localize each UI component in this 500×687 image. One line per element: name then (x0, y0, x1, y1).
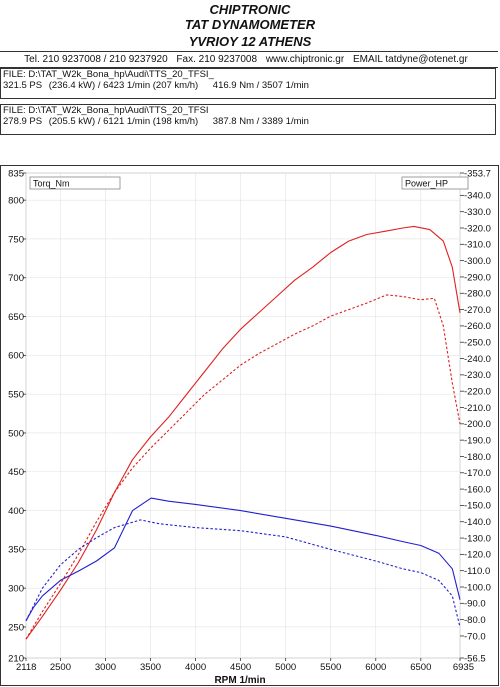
right-axis-ticks: -353.7 -340.0 -330.0 -320.0 -310.0 -300.0 -290… (460, 168, 491, 664)
power-details: (236.4 kW) / 6423 1/min (207 km/h) (48, 80, 199, 91)
left-tick-label: 650 (8, 312, 24, 323)
left-tick-label: 210 (8, 653, 24, 664)
file-path: FILE: D:\TAT_W2k_Bona_hp\Audi\TTS_20_TFS… (3, 69, 214, 80)
file-path: FILE: D:\TAT_W2k_Bona_hp\Audi\TTS_20_TFS… (3, 105, 209, 116)
x-tick-label: 5000 (275, 662, 296, 673)
chart-grid (25, 172, 461, 659)
file-info-stock: FILE: D:\TAT_W2k_Bona_hp\Audi\TTS_20_TFS… (0, 104, 496, 135)
right-tick-label: -220.0 (464, 386, 491, 397)
right-tick-label: -250.0 (464, 338, 491, 349)
right-tick-label: -180.0 (464, 452, 491, 463)
x-tick-label: 4500 (230, 662, 251, 673)
x-tick-label: 3500 (140, 662, 161, 673)
report-header: CHIPTRONIC TAT DYNAMOMETER YVRIOY 12 ATH… (0, 0, 500, 68)
right-tick-label: -90.0 (464, 599, 486, 610)
max-torque: 416.9 Nm / 3507 1/min (212, 80, 309, 91)
right-tick-label: -310.0 (464, 240, 491, 251)
series-line-0 (25, 225, 461, 640)
chart-frame (0, 165, 499, 686)
right-tick-label: -280.0 (464, 289, 491, 300)
x-tick-label: 2500 (50, 662, 71, 673)
right-tick-label: -70.0 (464, 631, 486, 642)
plot-area (25, 172, 461, 659)
chart-series (25, 225, 461, 640)
file-info-tuned: FILE: D:\TAT_W2k_Bona_hp\Audi\TTS_20_TFS… (0, 68, 496, 99)
right-tick-label: -340.0 (464, 191, 491, 202)
right-tick-label: -200.0 (464, 419, 491, 430)
website: www.chiptronic.gr (265, 54, 345, 65)
left-tick-label: 500 (8, 428, 24, 439)
left-tick-label: 400 (8, 506, 24, 517)
left-tick-label: 600 (8, 351, 24, 362)
right-tick-label: -100.0 (464, 582, 491, 593)
right-tick-label: -140.0 (464, 517, 491, 528)
power-details: (205.5 kW) / 6121 1/min (198 km/h) (48, 116, 199, 127)
legend-torque: Torq_Nm (29, 176, 121, 190)
x-axis-ticks: 2118 2500 3000 3500 4000 4500 5000 5500 6000 6500… (16, 658, 474, 673)
telephone: Tel. 210 9237008 / 210 9237920 (24, 54, 168, 65)
left-tick-label: 800 (8, 195, 24, 206)
right-tick-label: -290.0 (464, 272, 491, 283)
fax: Fax. 210 9237008 (176, 54, 258, 65)
max-torque: 387.8 Nm / 3389 1/min (212, 116, 309, 127)
right-tick-label: -300.0 (464, 256, 491, 267)
right-tick-label: -270.0 (464, 305, 491, 316)
x-axis-label: RPM 1/min (214, 675, 265, 686)
left-tick-label: 350 (8, 545, 24, 556)
email: EMAIL tatdyne@otenet.gr (352, 54, 468, 65)
left-tick-label: 300 (8, 583, 24, 594)
left-tick-label: 450 (8, 467, 24, 478)
max-power: 321.5 PS (3, 80, 43, 91)
right-tick-label: -120.0 (464, 550, 491, 561)
series-line-3 (25, 519, 461, 628)
legend-power: Power_HP (401, 176, 469, 190)
right-tick-label: -110.0 (464, 566, 490, 577)
x-tick-label: 6935 (453, 662, 474, 673)
right-tick-label: -320.0 (464, 223, 491, 234)
right-tick-label: -260.0 (464, 321, 491, 332)
dyno-name: TAT DYNAMOMETER (184, 17, 316, 32)
right-tick-label: -190.0 (464, 435, 491, 446)
dyno-chart: 835 800 750 700 650 600 550 500 450 400 350 300 250 2… (0, 165, 499, 686)
right-tick-label: -80.0 (464, 615, 486, 626)
right-tick-label: -210.0 (464, 403, 491, 414)
file-result: 321.5 PS (236.4 kW) / 6423 1/min (207 km… (3, 80, 495, 91)
right-tick-label: -56.5 (464, 653, 486, 664)
company-name: CHIPTRONIC (209, 2, 291, 17)
file-result: 278.9 PS (205.5 kW) / 6121 1/min (198 km… (3, 116, 495, 127)
left-tick-label: 750 (8, 234, 24, 245)
right-tick-label: -170.0 (464, 468, 491, 479)
left-axis-ticks: 835 800 750 700 650 600 550 500 450 400 350 300 250 2… (8, 168, 26, 664)
max-power: 278.9 PS (3, 116, 43, 127)
left-tick-label: 250 (8, 622, 24, 633)
right-tick-label: -353.7 (464, 168, 491, 179)
address: YVRIOY 12 ATHENS (188, 34, 312, 49)
x-tick-label: 3000 (95, 662, 116, 673)
right-tick-label: -150.0 (464, 501, 491, 512)
x-tick-label: 4000 (185, 662, 206, 673)
x-tick-label: 5500 (320, 662, 341, 673)
series-line-2 (25, 294, 461, 640)
x-tick-label: 6500 (410, 662, 431, 673)
left-tick-label: 835 (8, 168, 24, 179)
right-tick-label: -230.0 (464, 370, 491, 381)
x-tick-label: 2118 (16, 662, 36, 673)
right-tick-label: -240.0 (464, 354, 491, 365)
left-tick-label: 700 (8, 273, 24, 284)
right-tick-label: -160.0 (464, 484, 491, 495)
left-tick-label: 550 (8, 389, 24, 400)
contact-line: Tel. 210 9237008 / 210 9237920 Fax. 210 … (0, 51, 498, 68)
left-axis-label: Torq_Nm (33, 179, 70, 189)
series-line-1 (25, 497, 461, 622)
right-tick-label: -330.0 (464, 207, 491, 218)
right-axis-label: Power_HP (405, 179, 448, 189)
x-tick-label: 6000 (365, 662, 386, 673)
right-tick-label: -130.0 (464, 533, 491, 544)
